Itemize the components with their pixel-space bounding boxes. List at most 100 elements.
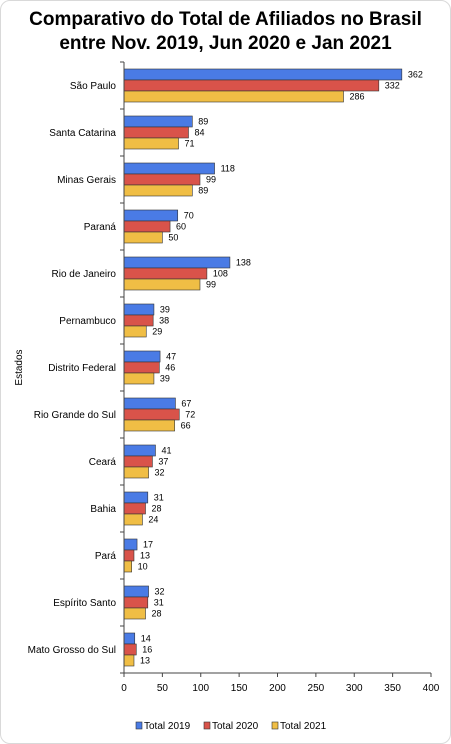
data-label: 72	[185, 410, 195, 420]
bar	[123, 513, 143, 526]
bar	[123, 137, 179, 150]
bar	[123, 607, 146, 620]
data-label: 10	[138, 562, 148, 572]
bar	[123, 220, 171, 233]
bar	[123, 372, 155, 385]
data-label: 60	[176, 222, 186, 232]
category-label: Santa Catarina	[49, 128, 116, 139]
x-tick-label: 100	[192, 683, 209, 694]
data-label: 67	[181, 399, 191, 409]
bar	[123, 115, 193, 128]
legend-entry: Total 2021	[280, 721, 327, 732]
chart-title-line-2: entre Nov. 2019, Jun 2020 e Jan 2021	[59, 33, 392, 54]
data-label: 46	[165, 363, 175, 373]
category-label: Pará	[95, 551, 117, 562]
legend-swatch	[203, 721, 211, 730]
data-label: 84	[194, 128, 204, 138]
bar	[123, 256, 231, 269]
data-label: 362	[408, 70, 423, 80]
category-label: Mato Grosso do Sul	[28, 645, 116, 656]
data-label: 16	[142, 645, 152, 655]
bar	[123, 560, 132, 573]
data-label: 39	[160, 374, 170, 384]
category-label: Paraná	[84, 222, 117, 233]
data-label: 17	[143, 540, 153, 550]
x-tick-label: 50	[157, 683, 169, 694]
chart-title: Comparativo do Total de Afiliados no Bra…	[0, 8, 451, 56]
data-label: 47	[166, 352, 176, 362]
data-label: 41	[161, 446, 171, 456]
bar	[123, 278, 201, 291]
data-label: 13	[140, 656, 150, 666]
bar	[123, 68, 403, 81]
data-label: 32	[155, 468, 165, 478]
category-label: Ceará	[89, 457, 117, 468]
bar	[123, 126, 189, 139]
chart-title-line-1: Comparativo do Total de Afiliados no Bra…	[29, 9, 422, 30]
category-label: Minas Gerais	[57, 175, 116, 186]
bar	[123, 303, 155, 316]
data-label: 66	[181, 421, 191, 431]
legend-entry: Total 2019	[144, 721, 191, 732]
bar	[123, 455, 153, 468]
category-label: Pernambuco	[59, 316, 116, 327]
bar	[123, 162, 215, 175]
bar	[123, 643, 137, 656]
data-label: 28	[151, 609, 161, 619]
data-label: 32	[155, 587, 165, 597]
category-label: Rio Grande do Sul	[34, 410, 116, 421]
bar	[123, 209, 179, 222]
category-label: Espírito Santo	[53, 598, 116, 609]
legend-swatch	[135, 721, 143, 730]
x-tick-label: 300	[346, 683, 363, 694]
data-label: 138	[236, 258, 251, 268]
data-label: 118	[221, 164, 235, 174]
data-label: 71	[184, 139, 194, 149]
bar	[123, 184, 193, 197]
data-label: 13	[140, 551, 150, 561]
bar	[123, 408, 180, 421]
bar	[123, 267, 208, 280]
data-label: 89	[198, 186, 208, 196]
data-label: 99	[206, 175, 216, 185]
bar	[123, 502, 146, 515]
bar	[123, 361, 160, 374]
bar	[123, 314, 154, 327]
data-label: 24	[148, 515, 158, 525]
data-label: 39	[160, 305, 170, 315]
data-label: 31	[154, 598, 164, 608]
data-label: 38	[159, 316, 169, 326]
category-label: Rio de Janeiro	[52, 269, 117, 280]
bar	[123, 444, 156, 457]
x-tick-label: 0	[121, 683, 127, 694]
bar	[123, 350, 161, 363]
bar	[123, 596, 149, 609]
x-tick-label: 350	[384, 683, 401, 694]
x-tick-label: 250	[308, 683, 325, 694]
data-label: 31	[154, 493, 164, 503]
legend-swatch	[271, 721, 279, 730]
data-label: 14	[141, 634, 151, 644]
bar	[123, 419, 175, 432]
data-label: 70	[184, 211, 194, 221]
bar	[123, 325, 147, 338]
bar	[123, 466, 149, 479]
data-label: 28	[151, 504, 161, 514]
bar	[123, 90, 344, 103]
data-label: 50	[168, 233, 178, 243]
x-tick-label: 400	[423, 683, 440, 694]
bar	[123, 491, 149, 504]
x-tick-label: 200	[269, 683, 286, 694]
data-label: 99	[206, 280, 216, 290]
bar	[123, 632, 136, 645]
data-label: 332	[385, 81, 400, 91]
legend-entry: Total 2020	[212, 721, 259, 732]
category-label: Bahia	[90, 504, 116, 515]
bar	[123, 538, 138, 551]
bar	[123, 173, 201, 186]
bar	[123, 79, 380, 92]
data-label: 29	[152, 327, 162, 337]
data-label: 108	[213, 269, 228, 279]
bar	[123, 397, 176, 410]
